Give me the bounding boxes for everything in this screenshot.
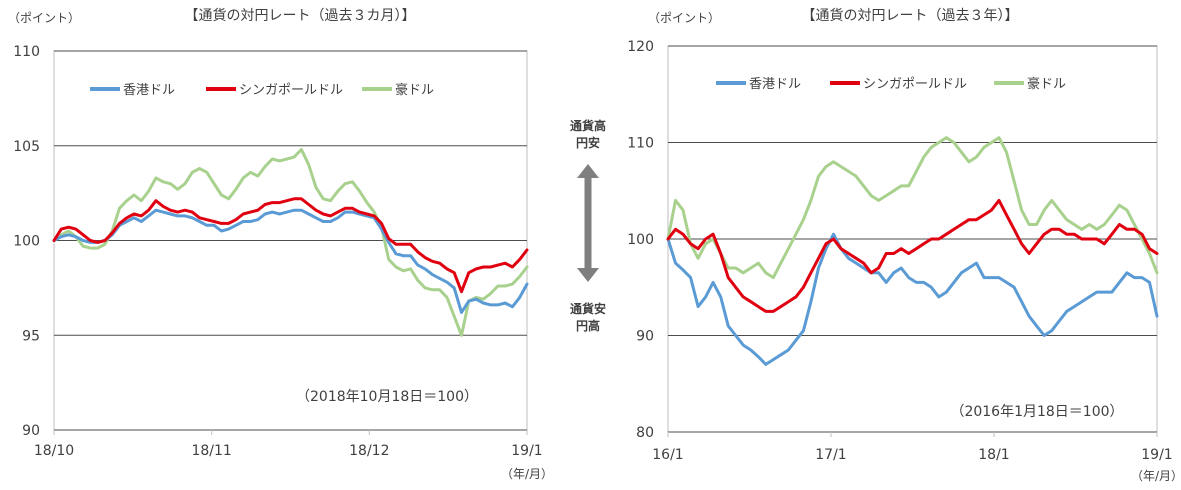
indicator-bottom-label: 円高 xyxy=(576,318,600,333)
y-tick-label: 100 xyxy=(13,234,40,250)
x-unit-label: （年/月） xyxy=(1131,469,1181,483)
y-axis-label: （ポイント） xyxy=(8,11,80,25)
y-axis-label: （ポイント） xyxy=(648,11,720,25)
y-tick-label: 90 xyxy=(636,329,654,345)
indicator-bottom-label: 通貨安 xyxy=(570,301,606,316)
chart-panel-2: 120 110 100 90 80 16/1 17/1 18/1 19/1 （年/月） 【通貨の対円… xyxy=(627,7,1181,483)
series-line-sgd xyxy=(666,198,1159,313)
indicator-top-label: 円安 xyxy=(576,135,600,150)
chart-panel-1: 110 105 100 95 90 18/10 18/11 18/12 19/1 （年/月） 【通貨… xyxy=(8,7,553,481)
y-tick-label: 120 xyxy=(627,39,654,55)
x-tick-label: 18/10 xyxy=(34,443,74,459)
base-note: （2018年10月18日＝100） xyxy=(296,389,478,405)
legend-label-sgd: シンガポールドル xyxy=(239,83,343,98)
series-line-hkd xyxy=(666,232,1159,366)
legend-label-aud: 豪ドル xyxy=(1027,76,1066,92)
y-tick-label: 110 xyxy=(13,44,40,60)
series-line-sgd xyxy=(52,197,529,294)
legend-label-hkd: 香港ドル xyxy=(749,77,801,92)
x-tick-label: 19/1 xyxy=(511,443,542,459)
legend-label-aud: 豪ドル xyxy=(395,82,434,98)
y-tick-label: 100 xyxy=(627,232,654,248)
x-tick-label: 18/12 xyxy=(349,443,389,459)
legend-label-sgd: シンガポールドル xyxy=(863,77,967,92)
base-note: （2016年1月18日＝100） xyxy=(950,404,1123,420)
x-unit-label: （年/月） xyxy=(501,467,553,481)
y-tick-label: 110 xyxy=(627,136,654,152)
series-line-aud xyxy=(666,136,1159,280)
x-tick-label: 18/11 xyxy=(191,443,231,459)
chart-title: 【通貨の対円レート（過去３年）】 xyxy=(802,7,1019,24)
y-tick-label: 105 xyxy=(13,139,40,155)
arrow-up-icon xyxy=(577,164,599,178)
y-tick-label: 80 xyxy=(636,425,654,441)
indicator-top-label: 通貨高 xyxy=(570,118,606,133)
y-tick-label: 95 xyxy=(22,328,40,344)
x-tick-label: 18/1 xyxy=(978,447,1009,463)
y-tick-label: 90 xyxy=(22,423,40,439)
x-tick-label: 17/1 xyxy=(815,447,846,463)
series-line-aud xyxy=(52,148,529,337)
chart-title: 【通貨の対円レート（過去３カ月）】 xyxy=(185,7,416,24)
x-tick-label: 19/1 xyxy=(1141,447,1172,463)
arrow-down-icon xyxy=(577,268,599,282)
series-line-hkd xyxy=(52,208,529,314)
x-tick-label: 16/1 xyxy=(652,447,683,463)
legend-label-hkd: 香港ドル xyxy=(123,83,175,98)
